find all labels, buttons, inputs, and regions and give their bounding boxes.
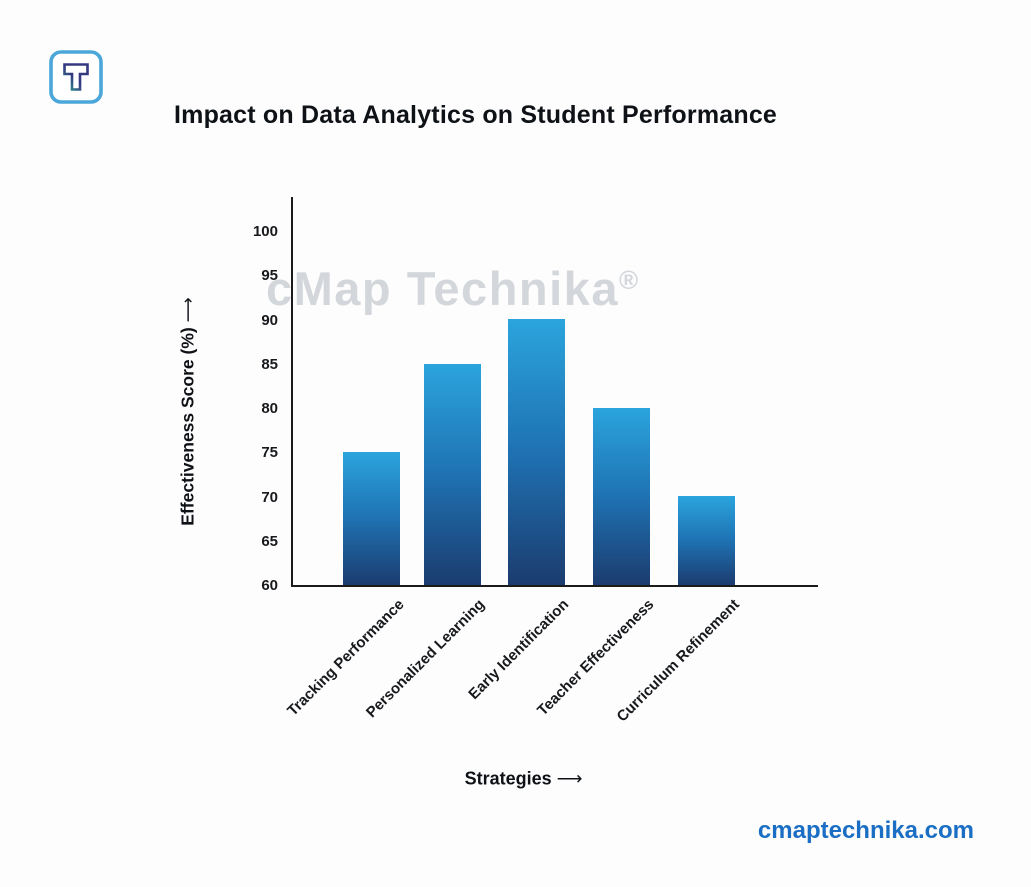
y-tick-label: 95 [261,267,278,285]
right-arrow-icon: ⟶ [556,768,583,789]
y-tick-label: 85 [261,355,278,373]
website-link[interactable]: cmaptechnika.com [757,817,974,844]
y-tick-label: 100 [252,223,278,240]
y-tick-label: 80 [261,400,278,417]
y-tick-label: 65 [261,532,278,550]
y-axis-title: Effectiveness Score (%) ⟶ [178,298,199,525]
x-axis-line [291,585,818,587]
chart-title: Impact on Data Analytics on Student Perf… [174,101,778,129]
x-axis-title-text: Strategies [464,768,552,789]
bar-teacher-effectiveness [593,408,650,585]
watermark: cMap Technika® [266,261,638,316]
up-arrow-icon: ⟶ [177,298,198,323]
bar-curriculum-refinement [678,496,735,585]
y-axis-line [291,197,293,587]
registered-mark: ® [618,265,639,295]
bar-tracking-performance [343,452,400,585]
cmap-technika-logo-icon [48,49,104,105]
y-tick-label: 75 [261,444,278,462]
y-tick-label: 60 [261,577,278,594]
y-tick-label: 70 [261,488,278,506]
watermark-text: cMap Technika [266,262,619,315]
x-axis-title: Strategies ⟶ [464,768,583,790]
y-tick-label: 90 [261,311,278,329]
bar-personalized-learning [424,364,481,585]
y-axis-title-text: Effectiveness Score (%) [177,327,198,526]
bar-early-identification [508,319,565,585]
